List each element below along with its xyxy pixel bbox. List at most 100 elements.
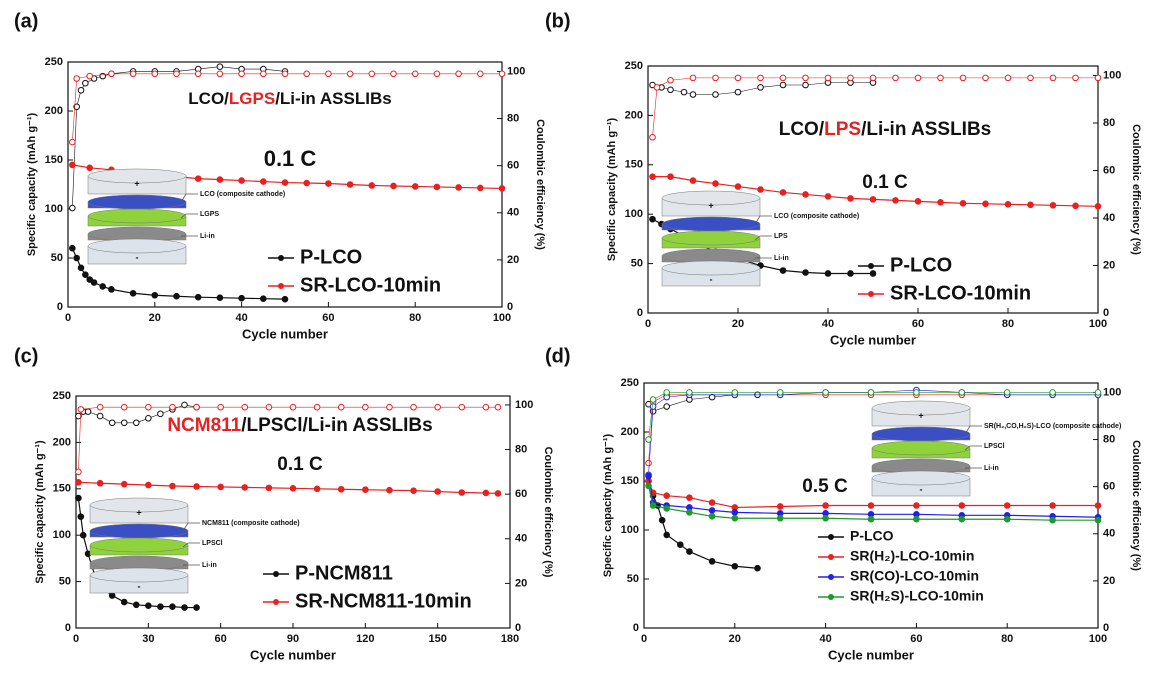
capacity-point xyxy=(663,505,671,512)
capacity-point xyxy=(79,531,87,539)
capacity-point xyxy=(410,487,417,494)
capacity-point xyxy=(157,603,164,610)
y-tick-label: 50 xyxy=(631,258,643,270)
inset-label: LPSCl xyxy=(202,540,223,547)
title-part: LCO/ xyxy=(188,89,229,108)
legend-marker xyxy=(278,255,284,261)
ce-point xyxy=(653,84,661,91)
minus-sign: - xyxy=(136,252,139,262)
capacity-point xyxy=(869,196,877,203)
leader-line xyxy=(182,542,200,548)
x-tick-label: 20 xyxy=(732,318,744,330)
x-tick-label: 40 xyxy=(235,312,247,324)
ce-point xyxy=(663,403,671,410)
capacity-point xyxy=(82,271,89,278)
legend-marker xyxy=(868,291,874,297)
y-tick-label: 250 xyxy=(53,390,71,402)
inset-diagram: + - LCO (composite cathode) LPS Li-in xyxy=(661,190,859,287)
capacity-point xyxy=(663,531,671,539)
capacity-point xyxy=(822,502,829,509)
ce-point xyxy=(959,74,967,82)
inset-label: Li-in xyxy=(984,465,999,472)
cathode-layer-top xyxy=(87,194,187,210)
title-part: LGPS xyxy=(229,89,275,108)
capacity-point xyxy=(847,195,854,202)
capacity-point xyxy=(325,180,332,187)
capacity-point xyxy=(663,492,671,500)
anode-cap-top xyxy=(87,238,187,254)
capacity-point xyxy=(1003,502,1011,509)
ce-point xyxy=(686,389,693,396)
y2-tick-label: 80 xyxy=(1103,433,1115,445)
x-tick-label: 100 xyxy=(1089,318,1107,330)
chart-title: LCO/LPS/Li-in ASSLIBs xyxy=(779,119,992,140)
capacity-point xyxy=(757,186,764,193)
y-tick-label: 100 xyxy=(45,203,63,215)
ce-point xyxy=(1094,389,1102,396)
y-tick-label: 100 xyxy=(53,529,71,541)
capacity-point xyxy=(77,264,85,272)
y-tick-label: 150 xyxy=(45,154,63,166)
capacity-point xyxy=(1049,202,1057,209)
ce-point xyxy=(411,70,419,78)
title-part: NCM811 xyxy=(167,415,241,436)
ce-point xyxy=(325,70,332,78)
legend-marker xyxy=(828,594,834,600)
ce-point xyxy=(757,74,764,82)
cathode-layer-top xyxy=(661,216,761,232)
capacity-point xyxy=(129,289,137,297)
plus-sign: + xyxy=(136,507,141,517)
y2-tick-label: 60 xyxy=(1103,164,1115,176)
ce-point xyxy=(689,74,697,82)
ce-point xyxy=(281,70,289,78)
ce-point xyxy=(73,75,80,82)
x-tick-label: 90 xyxy=(287,633,299,645)
x-tick-label: 60 xyxy=(912,318,924,330)
ce-point xyxy=(157,410,164,418)
capacity-point xyxy=(667,173,674,180)
x-tick-label: 60 xyxy=(215,633,227,645)
inset-diagram: + - SR(H₂,CO,H₂S)-LCO (composite cathode) L… xyxy=(871,400,1121,497)
capacity-point xyxy=(411,183,419,190)
capacity-point xyxy=(193,483,200,490)
capacity-point xyxy=(434,488,441,495)
ce-point xyxy=(433,70,441,78)
y-tick-label: 250 xyxy=(45,56,63,68)
x-tick-label: 180 xyxy=(501,633,519,645)
y2-tick-label: 20 xyxy=(1103,259,1115,271)
capacity-point xyxy=(260,178,267,185)
ce-point xyxy=(802,74,809,82)
y-tick-label: 0 xyxy=(633,622,639,634)
leader-line xyxy=(180,213,198,219)
capacity-point xyxy=(731,509,739,516)
x-tick-label: 0 xyxy=(645,318,651,330)
y2-tick-label: 80 xyxy=(515,443,527,455)
capacity-point xyxy=(386,486,393,494)
ce-point xyxy=(82,79,89,87)
legend-label: P-LCO xyxy=(300,246,362,268)
ce-point xyxy=(498,70,506,78)
leader-line xyxy=(754,235,772,241)
y2-tick-label: 100 xyxy=(1103,386,1121,398)
ce-point xyxy=(265,403,273,411)
y-tick-label: 150 xyxy=(53,483,71,495)
x-tick-label: 120 xyxy=(356,633,374,645)
capacity-point xyxy=(847,270,854,277)
capacity-point xyxy=(77,513,85,520)
capacity-point xyxy=(1027,201,1034,209)
ce-point xyxy=(455,70,462,78)
capacity-point xyxy=(69,244,76,252)
legend-label: P-NCM811 xyxy=(295,562,393,584)
legend-label: SR-LCO-10min xyxy=(300,274,441,296)
x-tick-label: 20 xyxy=(149,312,161,324)
y2-tick-label: 60 xyxy=(1103,481,1115,493)
capacity-point xyxy=(120,598,128,606)
capacity-point xyxy=(75,494,82,502)
capacity-point xyxy=(937,199,944,206)
y2-axis-label: Coulombic efficiency (%) xyxy=(1130,124,1142,255)
ce-point xyxy=(96,403,104,411)
capacity-point xyxy=(433,183,441,191)
ce-point xyxy=(734,88,742,96)
ce-point xyxy=(173,70,180,78)
electrolyte-layer-top xyxy=(89,537,189,553)
